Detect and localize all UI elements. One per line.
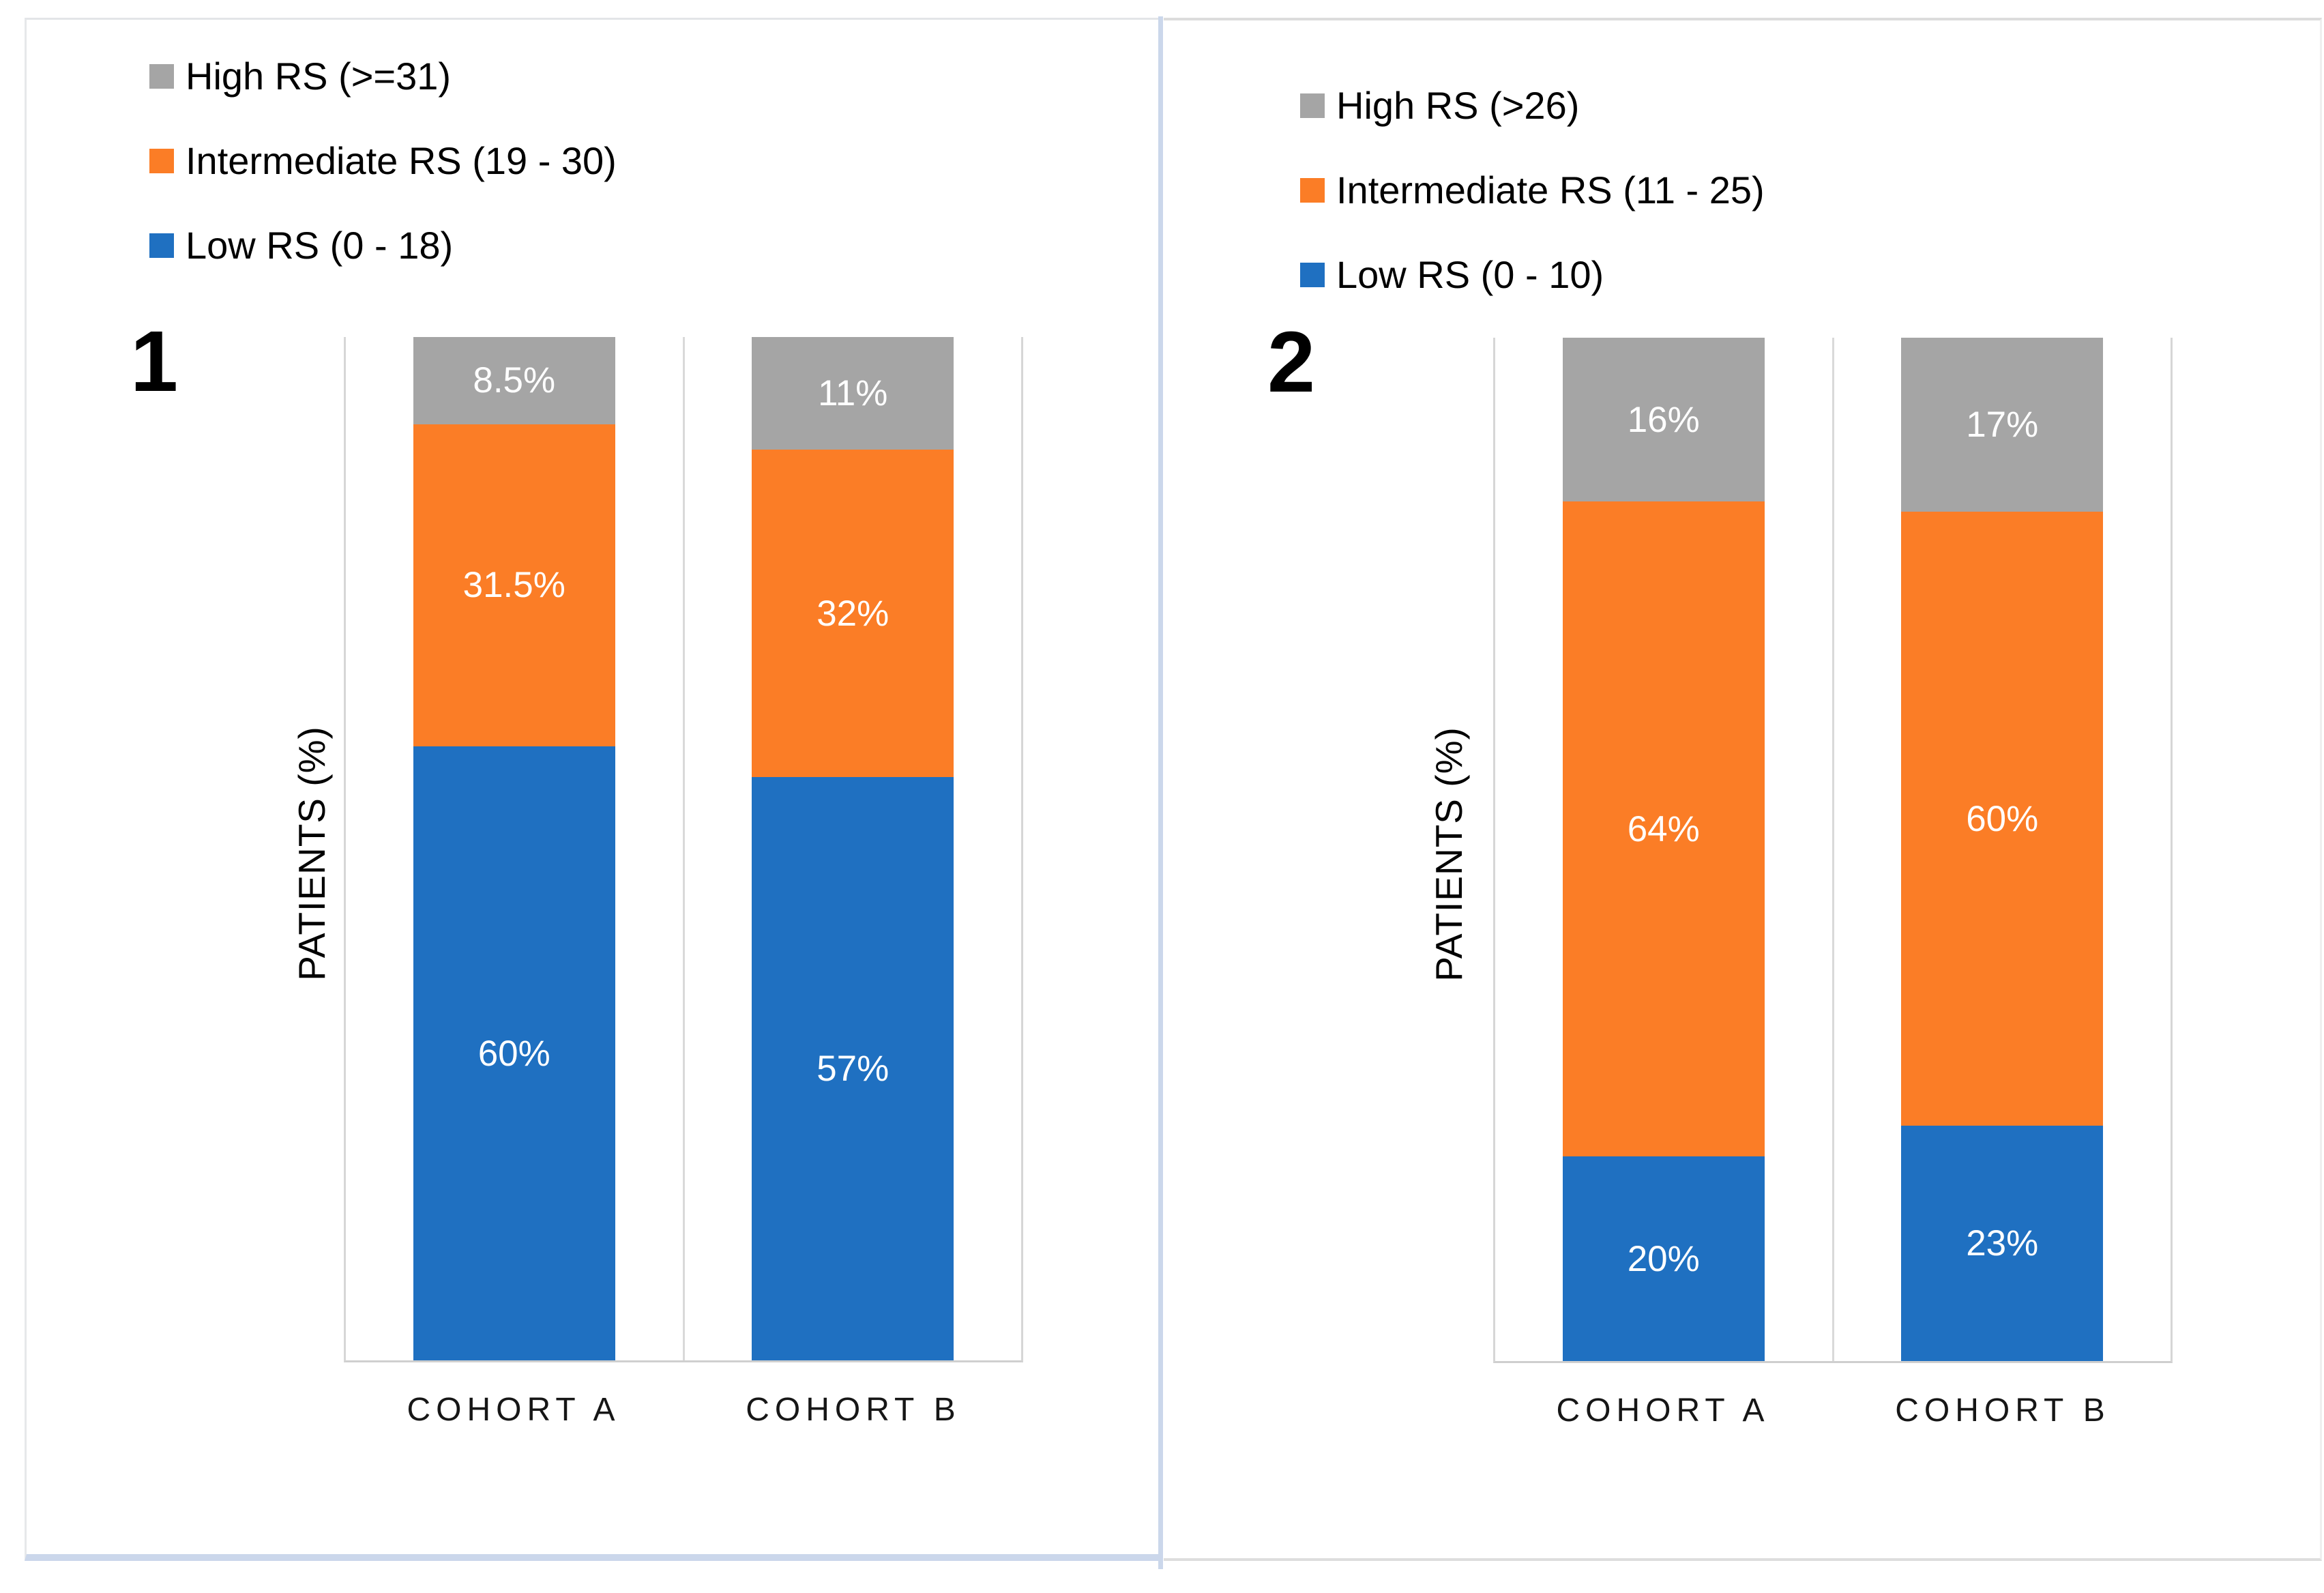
segment-intermediate-cohort-a: 64% (1562, 501, 1765, 1156)
legend-chart-1: High RS (>=31) Intermediate RS (19 - 30)… (149, 55, 617, 267)
plot-area-chart-2: 16% 64% 20% 17% 60% 23% (1493, 338, 2173, 1363)
data-label-high-cohort-b: 17% (1966, 405, 2039, 445)
category-slot-cohort-a: 16% 64% 20% (1495, 338, 1834, 1361)
stacked-bar-cohort-a: 8.5% 31.5% 60% (413, 337, 615, 1360)
x-axis-labels-chart-1: COHORT A COHORT B (344, 1391, 1023, 1429)
segment-low-cohort-b: 23% (1901, 1126, 2104, 1361)
chart-panel-1: High RS (>=31) Intermediate RS (19 - 30)… (25, 18, 1160, 1561)
legend-swatch-low (149, 233, 174, 258)
y-axis-title-chart-1: PATIENTS (%) (291, 726, 333, 981)
segment-high-cohort-a: 8.5% (413, 337, 615, 424)
stacked-bar-cohort-b: 17% 60% 23% (1901, 338, 2104, 1361)
segment-intermediate-cohort-b: 32% (752, 450, 954, 777)
data-label-intermediate-cohort-b: 60% (1966, 798, 2039, 839)
legend-label-high: High RS (>26) (1336, 84, 1580, 127)
x-axis-labels-chart-2: COHORT A COHORT B (1493, 1392, 2173, 1429)
legend-item-intermediate: Intermediate RS (19 - 30) (149, 140, 617, 182)
data-label-intermediate-cohort-b: 32% (817, 593, 889, 634)
data-label-low-cohort-b: 23% (1966, 1223, 2039, 1263)
legend-item-low: Low RS (0 - 10) (1300, 254, 1765, 296)
legend-swatch-low (1300, 263, 1325, 287)
legend-swatch-intermediate (1300, 178, 1325, 203)
category-slot-cohort-b: 11% 32% 57% (685, 337, 1022, 1360)
legend-label-low: Low RS (0 - 10) (1336, 253, 1604, 296)
segment-high-cohort-b: 11% (752, 337, 954, 450)
legend-item-high: High RS (>26) (1300, 85, 1765, 127)
x-label-cohort-a: COHORT A (1556, 1392, 1770, 1429)
data-label-intermediate-cohort-a: 31.5% (462, 565, 565, 606)
segment-low-cohort-b: 57% (752, 777, 954, 1360)
data-label-high-cohort-a: 16% (1627, 399, 1700, 440)
x-label-cohort-a: COHORT A (407, 1392, 621, 1428)
stacked-bar-cohort-b: 11% 32% 57% (752, 337, 954, 1360)
plot-area-chart-1: 8.5% 31.5% 60% 11% 32% 57% (344, 337, 1023, 1362)
legend-item-low: Low RS (0 - 18) (149, 224, 617, 267)
legend-chart-2: High RS (>26) Intermediate RS (11 - 25) … (1300, 85, 1765, 296)
panel-number-1: 1 (130, 313, 178, 409)
y-axis-title-chart-2: PATIENTS (%) (1428, 727, 1470, 982)
legend-swatch-intermediate (149, 149, 174, 173)
category-slot-cohort-a: 8.5% 31.5% 60% (346, 337, 685, 1360)
legend-label-high: High RS (>=31) (186, 55, 452, 98)
segment-high-cohort-b: 17% (1901, 338, 2104, 512)
segment-low-cohort-a: 20% (1562, 1156, 1765, 1361)
legend-swatch-high (149, 64, 174, 89)
stacked-bar-cohort-a: 16% 64% 20% (1562, 338, 1765, 1361)
data-label-high-cohort-a: 8.5% (473, 360, 556, 401)
segment-intermediate-cohort-b: 60% (1901, 512, 2104, 1126)
legend-label-intermediate: Intermediate RS (11 - 25) (1336, 169, 1765, 211)
x-label-cohort-b: COHORT B (1895, 1392, 2110, 1429)
data-label-low-cohort-a: 60% (477, 1033, 550, 1074)
legend-item-high: High RS (>=31) (149, 55, 617, 98)
panel-divider-line (1158, 16, 1163, 1569)
panel-number-2: 2 (1267, 314, 1315, 410)
segment-high-cohort-a: 16% (1562, 338, 1765, 501)
data-label-low-cohort-a: 20% (1627, 1238, 1700, 1279)
x-label-cohort-b: COHORT B (746, 1392, 961, 1428)
legend-swatch-high (1300, 93, 1325, 118)
segment-low-cohort-a: 60% (413, 746, 615, 1360)
data-label-high-cohort-b: 11% (818, 373, 888, 413)
segment-intermediate-cohort-a: 31.5% (413, 424, 615, 746)
legend-item-intermediate: Intermediate RS (11 - 25) (1300, 169, 1765, 211)
chart-panel-2: High RS (>26) Intermediate RS (11 - 25) … (1164, 18, 2322, 1561)
category-slot-cohort-b: 17% 60% 23% (1834, 338, 2171, 1361)
legend-label-intermediate: Intermediate RS (19 - 30) (186, 139, 617, 182)
data-label-intermediate-cohort-a: 64% (1627, 808, 1700, 849)
data-label-low-cohort-b: 57% (817, 1049, 889, 1089)
legend-label-low: Low RS (0 - 18) (186, 224, 454, 267)
